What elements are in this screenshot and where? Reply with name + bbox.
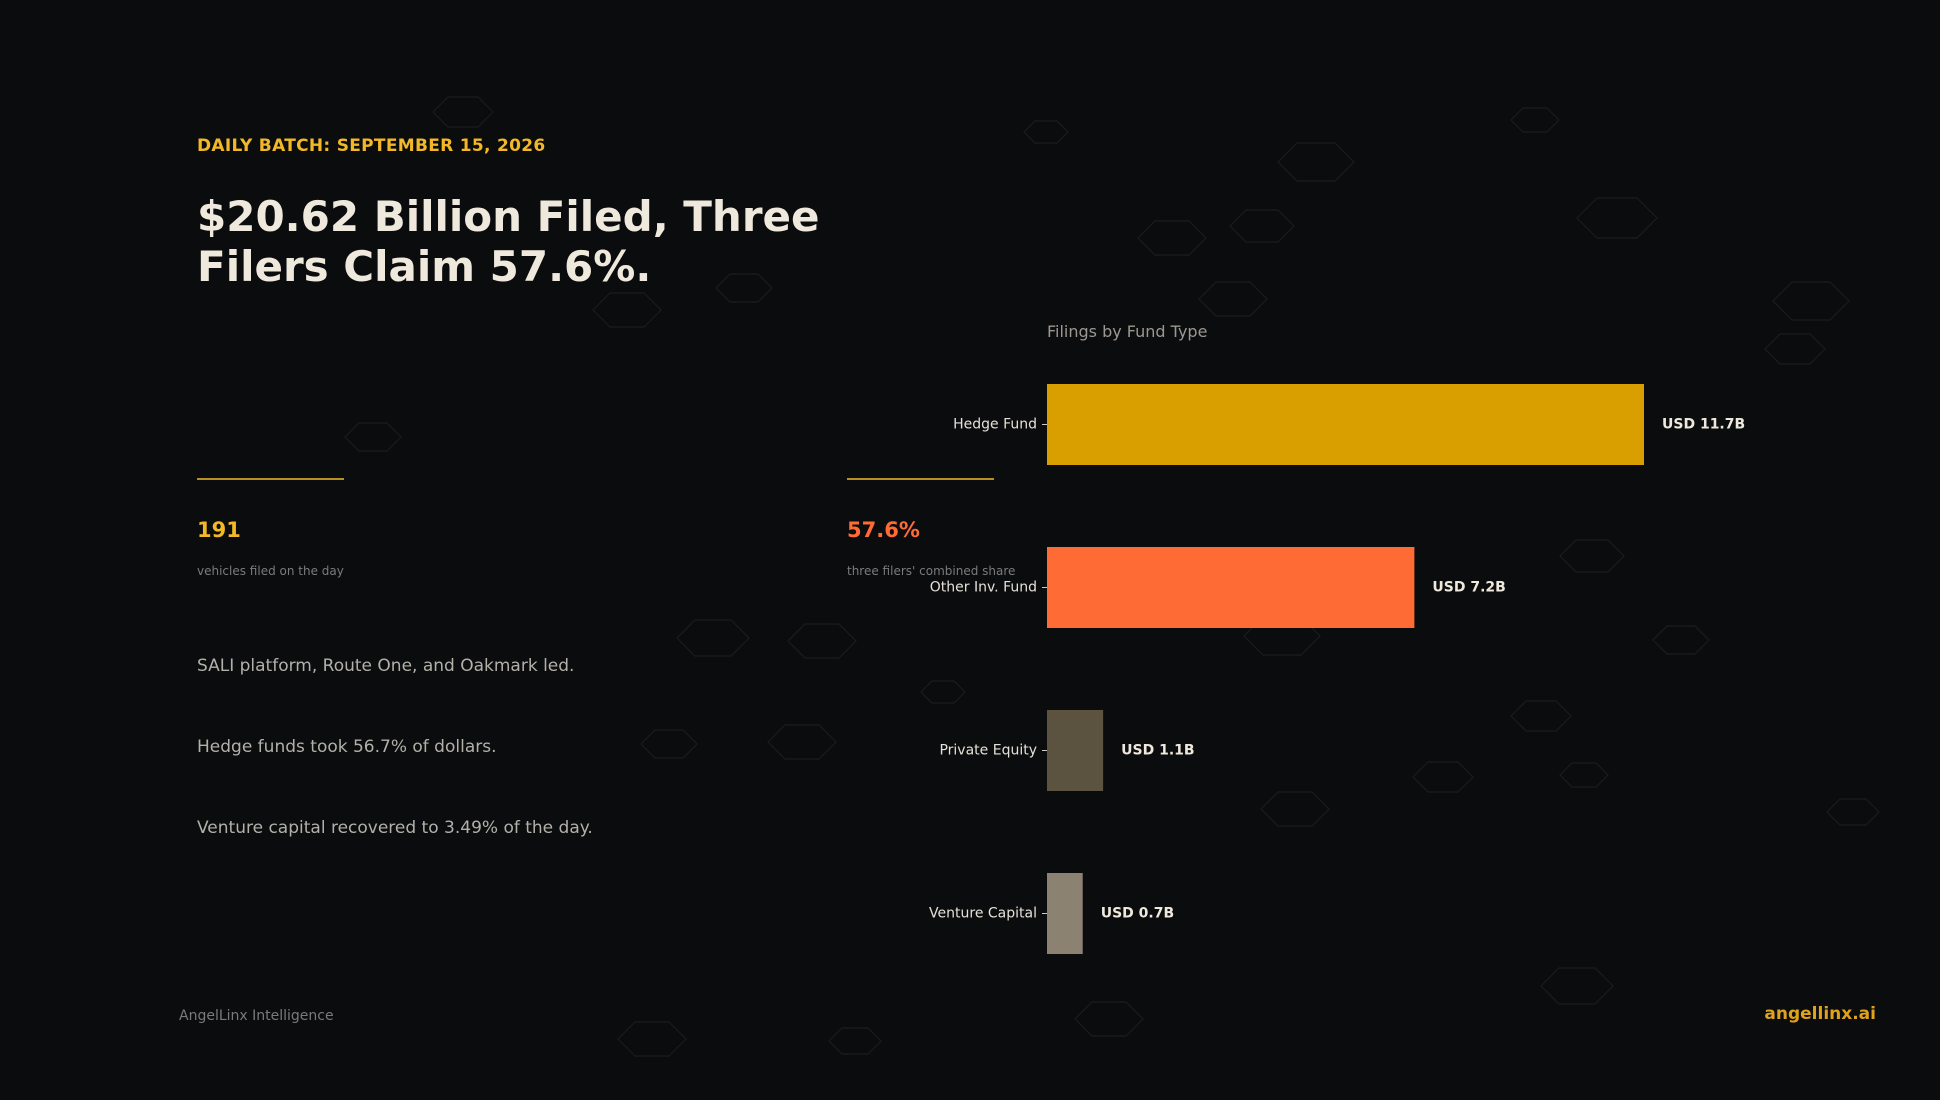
stat-label-share: three filers' combined share xyxy=(847,564,1016,578)
insight-line-hedge-funds: Hedge funds took 56.7% of dollars. xyxy=(197,737,497,757)
bar-value-label: USD 1.1B xyxy=(1121,743,1194,759)
y-tick-label: Venture Capital xyxy=(929,906,1037,922)
batch-date-kicker: DAILY BATCH: SEPTEMBER 15, 2026 xyxy=(197,136,546,156)
hexagon-decoration xyxy=(676,619,750,657)
stat-value-vehicles: 191 xyxy=(197,518,241,542)
hexagon-decoration xyxy=(828,1027,882,1055)
hexagon-decoration xyxy=(1510,700,1572,732)
hexagon-decoration xyxy=(1559,762,1609,788)
hexagon-decoration xyxy=(1137,220,1207,256)
page-headline: $20.62 Billion Filed, Three Filers Claim… xyxy=(197,192,820,291)
hexagon-decoration xyxy=(432,96,494,128)
hexagon-decoration xyxy=(1764,333,1826,365)
insight-line-venture-capital: Venture capital recovered to 3.49% of th… xyxy=(197,818,593,838)
hexagon-decoration xyxy=(1559,539,1625,573)
hexagon-decoration xyxy=(1772,281,1850,321)
footer-site-link[interactable]: angellinx.ai xyxy=(1764,1004,1876,1024)
stat-divider-vehicles xyxy=(197,478,344,480)
hexagon-decoration xyxy=(1229,209,1295,243)
hexagon-decoration xyxy=(1412,761,1474,793)
bar-private-equity xyxy=(1047,710,1104,791)
stat-label-vehicles: vehicles filed on the day xyxy=(197,564,344,578)
stat-divider-share xyxy=(847,478,994,480)
hexagon-decoration xyxy=(617,1021,687,1057)
footer-brand: AngelLinx Intelligence xyxy=(179,1008,334,1024)
insight-line-leaders: SALI platform, Route One, and Oakmark le… xyxy=(197,656,575,676)
bar-other-inv-fund xyxy=(1047,547,1415,628)
y-tick-label: Hedge Fund xyxy=(953,417,1037,433)
stat-value-share: 57.6% xyxy=(847,518,920,542)
hexagon-decoration xyxy=(1510,107,1560,133)
hexagon-decoration xyxy=(767,724,837,760)
hexagon-decoration xyxy=(640,729,698,759)
y-tick-label: Private Equity xyxy=(939,743,1037,759)
hexagon-decoration xyxy=(715,273,773,303)
hexagon-decoration xyxy=(920,680,966,704)
hexagon-decoration xyxy=(1576,197,1658,239)
hexagon-decoration xyxy=(1023,120,1069,144)
hexagon-decoration xyxy=(1826,798,1880,826)
hexagon-decoration xyxy=(1277,142,1355,182)
hexagon-decoration xyxy=(1074,1001,1144,1037)
hexagon-decoration xyxy=(1540,967,1614,1005)
hexagon-decoration xyxy=(592,292,662,328)
y-tick-label: Other Inv. Fund xyxy=(930,580,1037,596)
hexagon-decoration xyxy=(1198,281,1268,317)
bar-hedge-fund xyxy=(1047,384,1644,465)
fund-type-bar-chart: Filings by Fund Type Hedge Fund USD 11.7B… xyxy=(929,322,1745,954)
bar-value-label: USD 11.7B xyxy=(1662,417,1745,433)
hexagon-decoration xyxy=(1652,625,1710,655)
chart-title: Filings by Fund Type xyxy=(1047,322,1207,341)
bar-value-label: USD 7.2B xyxy=(1432,580,1505,596)
hexagon-decoration xyxy=(787,623,857,659)
hexagon-decoration xyxy=(1260,791,1330,827)
bar-value-label: USD 0.7B xyxy=(1101,906,1174,922)
bar-venture-capital xyxy=(1047,873,1083,954)
hexagon-decoration xyxy=(344,422,402,452)
